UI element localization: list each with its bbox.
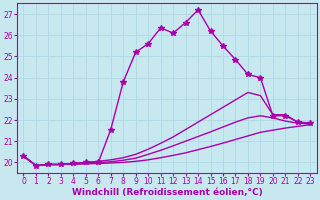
- X-axis label: Windchill (Refroidissement éolien,°C): Windchill (Refroidissement éolien,°C): [72, 188, 262, 197]
